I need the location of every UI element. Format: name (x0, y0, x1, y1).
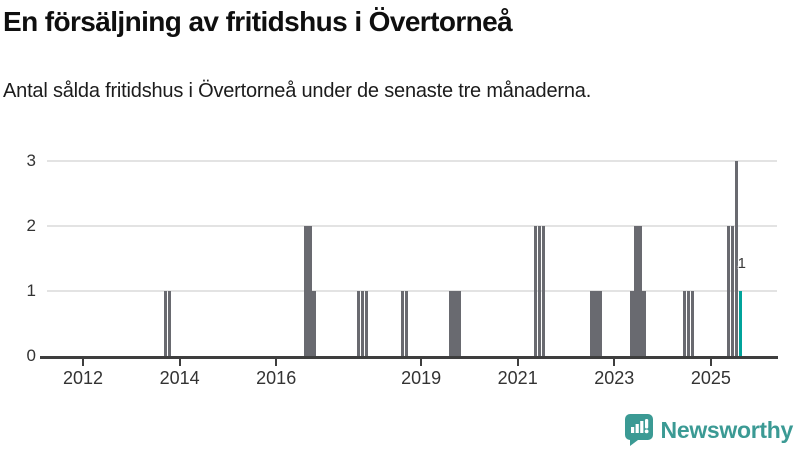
y-axis-tick-label: 1 (26, 281, 36, 300)
mini-bar-3 (639, 421, 643, 433)
bar (634, 226, 638, 356)
x-axis-tick-label: 2012 (62, 368, 104, 388)
bar (533, 226, 538, 356)
bar (400, 291, 405, 356)
x-axis-tick-mark (178, 359, 181, 366)
bar (682, 291, 687, 356)
bar (364, 291, 369, 356)
bar (453, 291, 457, 356)
bar-highlight-latest (739, 291, 743, 356)
bar (308, 226, 312, 356)
bar (690, 291, 695, 356)
mini-bar-2 (635, 424, 639, 433)
mini-bar-1 (630, 427, 634, 433)
bar (594, 291, 598, 356)
bar (360, 291, 365, 356)
x-axis-tick-mark (420, 359, 423, 366)
newsworthy-bars-speech-bubble-icon (624, 414, 653, 446)
exclamation-stem (644, 419, 648, 429)
gridline-y-2 (47, 225, 777, 227)
chart-title: En försäljning av fritidshus i Övertorne… (3, 6, 513, 37)
bar (731, 226, 735, 356)
x-axis-tick-mark (613, 359, 616, 366)
x-axis-tick-label: 2014 (159, 368, 200, 388)
bar (537, 226, 542, 356)
latest-value-label: 1 (737, 255, 746, 272)
bar (686, 291, 691, 356)
exclamation-dot (644, 429, 649, 434)
y-axis-tick-label: 2 (26, 216, 36, 235)
brand-wordmark: Newsworthy (660, 416, 794, 443)
x-axis-tick-mark (709, 359, 712, 366)
x-axis-tick-mark (516, 359, 519, 366)
bar (598, 291, 602, 356)
bar (630, 291, 634, 356)
newsworthy-logo: Newsworthy (624, 414, 794, 446)
gridline-y-3 (47, 160, 777, 162)
bar (638, 226, 642, 356)
bar (405, 291, 409, 356)
gridline-y-1 (47, 290, 777, 292)
chart-subtitle: Antal sålda fritidshus i Övertorneå unde… (3, 80, 592, 102)
bar (167, 291, 171, 356)
bar (642, 291, 646, 356)
bar (457, 291, 461, 356)
bar (735, 161, 739, 356)
y-axis-tick-label: 3 (26, 151, 36, 170)
bar (304, 226, 308, 356)
x-axis-tick-mark (275, 359, 278, 366)
x-axis-tick-label: 2016 (256, 368, 297, 388)
bar (356, 291, 361, 356)
y-axis-tick-label: 0 (26, 346, 36, 365)
x-axis-tick-label: 2023 (594, 368, 635, 388)
speech-bubble-shape (624, 414, 653, 446)
bar (590, 291, 594, 356)
bar (312, 291, 316, 356)
bar (449, 291, 453, 356)
x-axis-tick-mark (82, 359, 84, 366)
x-axis-tick-label: 2021 (497, 368, 538, 388)
x-axis-tick-label: 2025 (690, 368, 731, 388)
bar (541, 226, 546, 356)
bar (163, 291, 167, 356)
x-axis-tick-label: 2019 (401, 368, 442, 388)
x-axis-line (40, 356, 778, 359)
bar (727, 226, 731, 356)
